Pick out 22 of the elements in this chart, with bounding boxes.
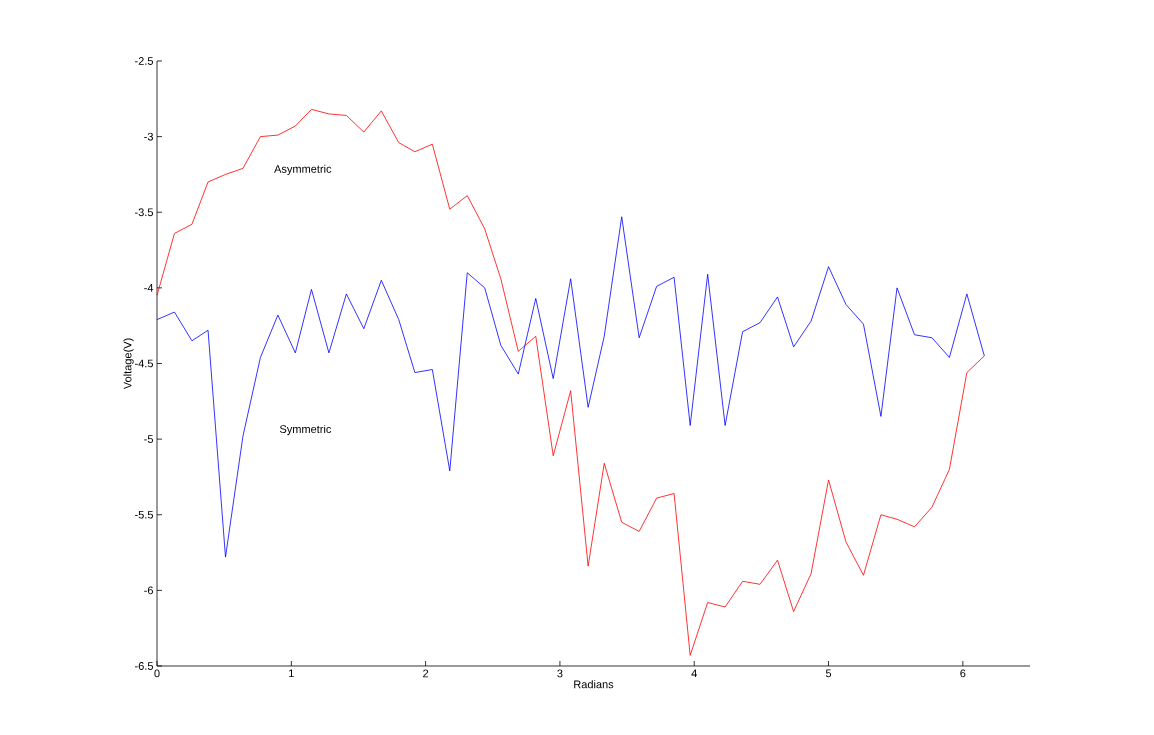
- x-axis-title: Radians: [574, 680, 614, 689]
- y-tick-label: -6.5: [135, 662, 153, 670]
- x-tick-label: 3: [557, 669, 563, 678]
- annotation: Asymmetric: [274, 164, 332, 175]
- y-tick-label: -6: [144, 586, 153, 595]
- x-tick-label: 5: [825, 669, 832, 678]
- y-tick-label: -3.5: [135, 208, 153, 217]
- y-tick-label: -2.5: [135, 57, 153, 65]
- x-tick-label: 4: [691, 669, 697, 678]
- y-tick-label: -4.5: [135, 359, 153, 368]
- y-axis-title: Voltage(V): [123, 338, 134, 390]
- y-tick-label: -3: [144, 132, 153, 141]
- annotation: Symmetric: [279, 424, 332, 436]
- y-tick-label: -4: [144, 284, 154, 292]
- line-series: [156, 108, 985, 656]
- line-series: [156, 216, 985, 558]
- x-tick-label: 1: [289, 669, 294, 678]
- x-tick-label: 6: [960, 669, 966, 678]
- x-tick-label: 2: [423, 669, 429, 678]
- y-tick-label: -5.5: [135, 510, 153, 519]
- y-tick-label: -5: [144, 435, 153, 443]
- x-tick-label: 0: [154, 669, 160, 678]
